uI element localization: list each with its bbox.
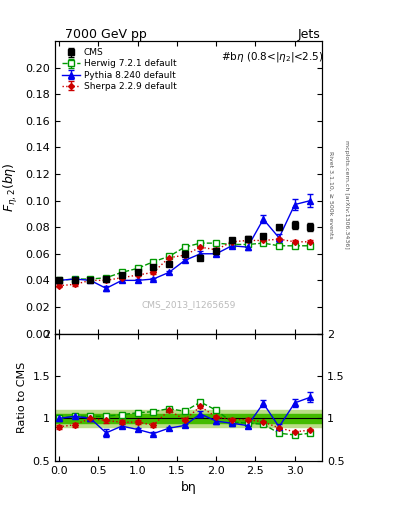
Text: CMS_2013_I1265659: CMS_2013_I1265659 [141,300,236,309]
X-axis label: bη: bη [181,481,196,494]
Text: mcplots.cern.ch [arXiv:1306.3436]: mcplots.cern.ch [arXiv:1306.3436] [344,140,349,249]
Text: Jets: Jets [298,28,320,41]
Y-axis label: Ratio to CMS: Ratio to CMS [17,361,27,433]
Y-axis label: $F_{\eta,2}(b\eta)$: $F_{\eta,2}(b\eta)$ [2,162,20,212]
Text: Rivet 3.1.10, ≥ 500k events: Rivet 3.1.10, ≥ 500k events [328,151,333,239]
Text: #b$\eta$ (0.8<|$\eta_2$|<2.5): #b$\eta$ (0.8<|$\eta_2$|<2.5) [221,50,323,63]
Text: 7000 GeV pp: 7000 GeV pp [65,28,147,41]
Legend: CMS, Herwig 7.2.1 default, Pythia 8.240 default, Sherpa 2.2.9 default: CMS, Herwig 7.2.1 default, Pythia 8.240 … [59,46,179,94]
